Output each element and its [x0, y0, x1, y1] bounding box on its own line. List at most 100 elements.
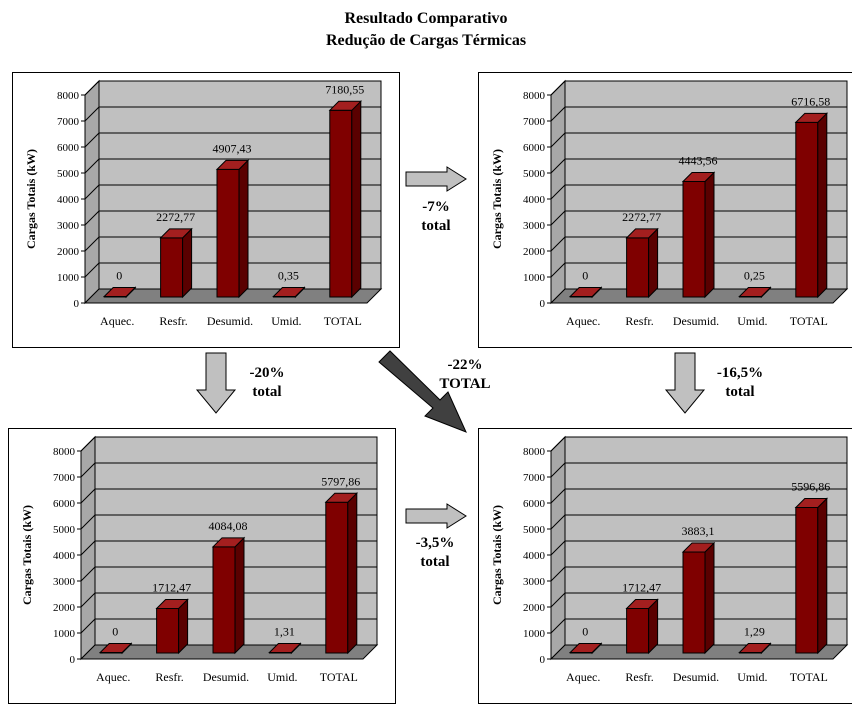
- gridline-side: [550, 132, 566, 148]
- bar-top: [568, 643, 603, 653]
- gridline-side: [80, 592, 96, 608]
- y-tick-label: 7000: [523, 116, 546, 128]
- y-axis-label: Cargas Totais (kW): [490, 505, 504, 605]
- transition-bottom-unit: total: [420, 554, 450, 570]
- bar-front: [329, 109, 353, 298]
- y-tick-label: 0: [540, 298, 546, 310]
- y-tick-label: 3000: [523, 576, 546, 588]
- bar-top: [324, 492, 359, 503]
- bar-0: [568, 642, 603, 655]
- bar-side: [648, 227, 659, 299]
- x-tick-label: Aquec.: [96, 670, 130, 684]
- y-tick-label: 3000: [523, 220, 546, 232]
- y-tick-label: 7000: [523, 472, 546, 484]
- data-label: 5797,86: [321, 474, 360, 488]
- gridline-side: [550, 540, 566, 556]
- x-tick-label: Desumid.: [673, 314, 719, 328]
- gridline-side: [550, 184, 566, 200]
- x-tick-label: Resfr.: [625, 670, 653, 684]
- bar-top: [794, 497, 829, 508]
- bar-3: [738, 642, 772, 655]
- y-tick-label: 2000: [523, 602, 546, 614]
- bar-0: [98, 642, 133, 655]
- data-label: 2272,77: [622, 210, 661, 224]
- data-label: 1,31: [274, 625, 295, 639]
- y-tick-label: 8000: [523, 446, 546, 458]
- bar-side: [347, 492, 358, 655]
- bar-side: [817, 112, 828, 299]
- gridline-side: [84, 184, 100, 200]
- x-tick-label: Resfr.: [625, 314, 653, 328]
- bar-3: [268, 642, 302, 655]
- bar-1: [625, 598, 659, 655]
- bar-side: [182, 227, 193, 299]
- gridline-side: [80, 566, 96, 582]
- bar-1: [625, 227, 659, 299]
- gridline-side: [80, 462, 96, 478]
- x-tick-label: Umid.: [271, 314, 301, 328]
- y-tick-label: 6000: [53, 498, 76, 510]
- transition-label-left: -20% total: [236, 364, 298, 402]
- gridline-side: [550, 80, 566, 96]
- gridline-side: [550, 514, 566, 530]
- bar-1: [155, 598, 189, 655]
- data-label: 4084,08: [209, 519, 248, 533]
- y-tick-label: 4000: [523, 550, 546, 562]
- transition-label-bottom: -3,5% total: [400, 534, 470, 572]
- bar-top: [159, 228, 193, 239]
- bar-top: [625, 228, 659, 239]
- transition-right-value: -16,5%: [716, 365, 764, 381]
- arrow-diagonal-icon: [378, 350, 467, 433]
- y-tick-label: 4000: [523, 194, 546, 206]
- y-tick-label: 3000: [57, 220, 80, 232]
- arrow-down-right-icon: [664, 352, 706, 414]
- gridline-side: [550, 106, 566, 122]
- bar-3: [738, 286, 772, 299]
- transition-label-right: -16,5% total: [703, 364, 777, 402]
- transition-label-diagonal: -22% TOTAL: [430, 356, 500, 394]
- x-tick-label: Desumid.: [203, 670, 249, 684]
- y-tick-label: 4000: [57, 194, 80, 206]
- bar-front: [216, 168, 240, 298]
- gridline-side: [80, 488, 96, 504]
- x-tick-label: TOTAL: [320, 670, 358, 684]
- data-label: 1712,47: [152, 580, 191, 594]
- x-tick-label: Umid.: [737, 670, 767, 684]
- bar-top: [211, 537, 246, 548]
- y-tick-label: 2000: [53, 602, 76, 614]
- gridline-side: [550, 436, 566, 452]
- y-tick-label: 8000: [57, 90, 80, 102]
- bar-2: [681, 171, 716, 299]
- gridline-side: [80, 618, 96, 634]
- bar-top: [98, 643, 133, 653]
- bar-4: [328, 100, 363, 299]
- bar-top: [328, 100, 363, 111]
- y-tick-label: 5000: [523, 524, 546, 536]
- y-tick-label: 0: [70, 654, 76, 666]
- transition-top-unit: total: [421, 218, 451, 234]
- bar-front: [626, 607, 650, 654]
- bar-top: [155, 598, 189, 609]
- gridline-side: [80, 436, 96, 452]
- bar-top: [272, 287, 306, 297]
- transition-diagonal-unit: TOTAL: [439, 376, 491, 392]
- y-tick-label: 6000: [523, 498, 546, 510]
- bar-front: [795, 506, 819, 654]
- bar-front: [626, 237, 650, 298]
- bar-front: [682, 551, 706, 654]
- y-tick-label: 5000: [53, 524, 76, 536]
- gridline-side: [550, 236, 566, 252]
- y-tick-label: 1000: [523, 272, 546, 284]
- bar-side: [817, 497, 828, 655]
- y-tick-label: 2000: [57, 246, 80, 258]
- y-tick-label: 0: [540, 654, 546, 666]
- x-tick-label: TOTAL: [790, 670, 828, 684]
- chart-svg-24c-50ur: Cargas totais24ºC - 50% UR01000200030004…: [24, 79, 383, 328]
- y-tick-label: 5000: [523, 168, 546, 180]
- y-axis-label: Cargas Totais (kW): [20, 505, 34, 605]
- y-tick-label: 4000: [53, 550, 76, 562]
- gridline-side: [84, 262, 100, 278]
- bar-top: [738, 643, 772, 653]
- gridline-side: [80, 514, 96, 530]
- transition-diagonal-value: -22%: [447, 357, 483, 373]
